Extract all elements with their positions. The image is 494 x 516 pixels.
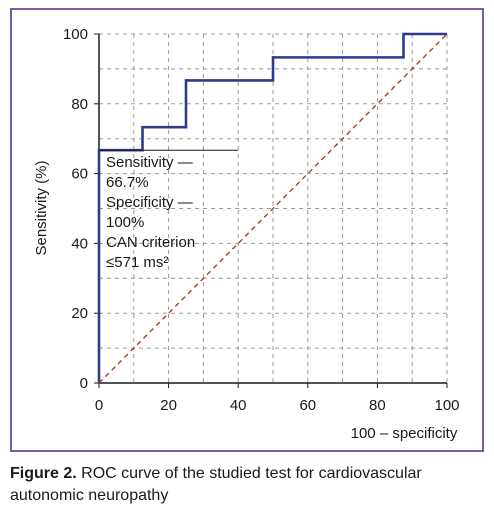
y-tick-label: 20 bbox=[71, 305, 88, 322]
x-axis-title: 100 – specificity bbox=[351, 425, 458, 442]
y-tick-label: 100 bbox=[63, 26, 88, 43]
annotation-text-line: 66.7% bbox=[106, 174, 149, 191]
y-axis-title: Sensitivity (%) bbox=[33, 160, 50, 255]
caption-label: Figure 2. bbox=[10, 465, 77, 482]
annotation-text-line: Specificity — bbox=[106, 194, 193, 211]
annotation-layer: Sensitivity — 66.7% Specificity — 100% CAN c… bbox=[106, 154, 195, 271]
x-tick-label: 40 bbox=[230, 397, 247, 414]
x-tick-label: 80 bbox=[369, 397, 386, 414]
y-tick-label: 80 bbox=[71, 96, 88, 113]
grid-layer bbox=[99, 33, 448, 383]
annotation-text-line: CAN criterion bbox=[106, 234, 195, 251]
y-tick-label: 0 bbox=[80, 375, 88, 392]
annotation-text-line: 100% bbox=[106, 214, 144, 231]
figure-frame bbox=[10, 8, 484, 452]
x-tick-label: 100 bbox=[434, 397, 459, 414]
tick-layer: 0 20 40 60 80 100 0 20 40 60 80 100 bbox=[63, 26, 460, 414]
annotation-text-line: ≤571 ms² bbox=[106, 254, 168, 271]
roc-chart: 0 20 40 60 80 100 0 20 40 60 80 100 Sensitivity — 66… bbox=[33, 26, 460, 442]
caption-text: ROC curve of the studied test for cardio… bbox=[10, 465, 422, 504]
reference-diagonal-line bbox=[98, 33, 448, 384]
x-tick-label: 60 bbox=[299, 397, 316, 414]
y-tick-label: 60 bbox=[71, 166, 88, 183]
x-tick-label: 20 bbox=[160, 397, 177, 414]
x-tick-label: 0 bbox=[95, 397, 103, 414]
y-tick-label: 40 bbox=[71, 235, 88, 252]
annotation-text-line: Sensitivity — bbox=[106, 154, 193, 171]
figure-caption: Figure 2. ROC curve of the studied test … bbox=[10, 463, 486, 507]
